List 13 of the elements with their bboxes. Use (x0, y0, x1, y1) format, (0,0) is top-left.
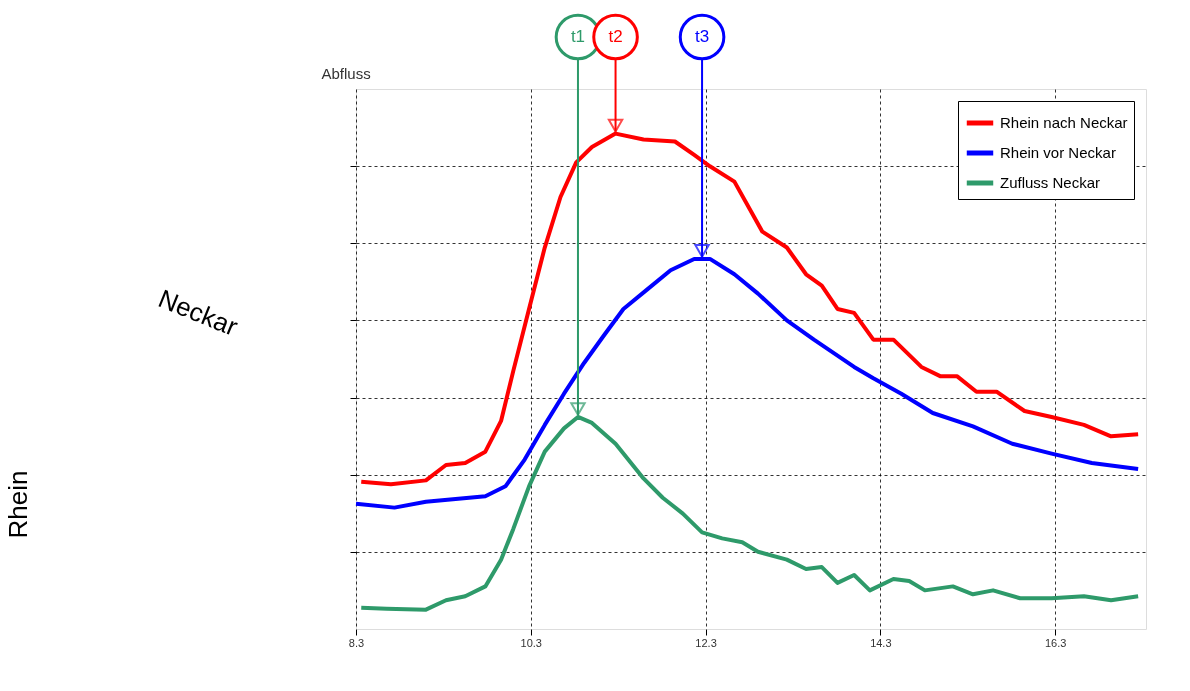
y-axis-title: Abfluss (321, 64, 371, 82)
x-tick-label: 8.3 (348, 636, 365, 649)
x-tick-label: 10.3 (520, 636, 542, 649)
annotation: t3 (694, 27, 710, 46)
x-tick-label: 16.3 (1044, 636, 1067, 649)
annotation: t1 (570, 27, 586, 46)
x-tick-label: 12.3 (695, 636, 717, 649)
legend-label: Rhein vor Neckar (1000, 144, 1116, 161)
legend-label: Zufluss Neckar (1000, 174, 1101, 191)
x-tick-label: 14.3 (870, 636, 892, 649)
text: Rhein (3, 470, 34, 539)
annotation: t2 (608, 27, 623, 46)
legend-label: Rhein nach Neckar (1000, 114, 1128, 131)
